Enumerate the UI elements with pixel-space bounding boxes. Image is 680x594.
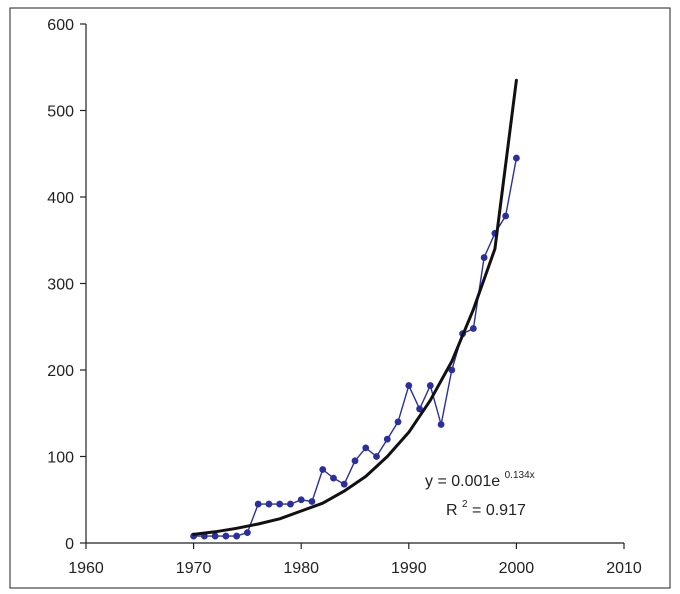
observed-data-point <box>276 500 284 508</box>
equation-exponent: 0.134x <box>505 470 535 481</box>
observed-data-point <box>265 500 273 508</box>
r-squared-label: R <box>446 502 458 519</box>
observed-data-point <box>416 405 423 413</box>
observed-data-point <box>297 496 305 504</box>
x-tick-label: 2000 <box>499 560 535 577</box>
r-squared-value: = 0.917 <box>472 502 526 519</box>
observed-data-point <box>254 500 262 508</box>
observed-data-point <box>394 418 402 426</box>
observed-data-point <box>448 366 456 374</box>
observed-data-point <box>244 529 251 537</box>
x-tick-label: 1960 <box>68 560 104 577</box>
observed-data-point <box>340 480 348 488</box>
y-tick-label: 0 <box>65 536 74 553</box>
observed-data-point <box>513 154 520 162</box>
observed-data-point <box>383 435 391 443</box>
y-tick-label: 600 <box>47 17 74 34</box>
x-tick-label: 1970 <box>176 560 212 577</box>
observed-data-point <box>222 532 230 540</box>
x-axis-ticks: 1960 1970 1980 1990 2000 2010 <box>68 543 642 577</box>
y-tick-label: 300 <box>47 277 74 294</box>
r-squared-text: R 2 = 0.917 <box>446 494 526 519</box>
observed-data-point <box>426 382 434 389</box>
observed-data-point <box>405 382 413 389</box>
equation-main: y = 0.001e <box>425 473 500 490</box>
equation-text: y = 0.001e 0.134x <box>425 470 535 490</box>
observed-data-point <box>330 474 337 482</box>
r-squared-exponent: 2 <box>462 499 468 510</box>
trendline-equation: y = 0.001e 0.134x R 2 = 0.917 <box>425 470 535 519</box>
observed-data-point <box>351 457 359 465</box>
observed-data-point <box>211 532 219 540</box>
y-tick-label: 500 <box>47 104 74 121</box>
observed-data-point <box>480 254 488 261</box>
observed-data-point <box>287 500 294 508</box>
exponential-trendline <box>192 78 518 536</box>
observed-data-point <box>469 325 477 332</box>
y-tick-label: 100 <box>47 450 74 467</box>
observed-data-point <box>319 466 327 473</box>
x-tick-label: 2010 <box>606 560 642 577</box>
chart-frame <box>9 7 671 589</box>
observed-data-point <box>373 453 380 460</box>
observed-data-point <box>502 212 510 220</box>
x-tick-label: 1980 <box>283 560 319 577</box>
observed-data-point <box>308 498 316 505</box>
plot-area <box>190 78 520 540</box>
observed-data-point <box>437 421 445 428</box>
observed-data-point <box>233 532 241 540</box>
axes: 1960 1970 1980 1990 2000 2010 0 100 200 300 400 50… <box>47 17 642 577</box>
y-axis-ticks: 0 100 200 300 400 500 600 <box>47 17 86 553</box>
y-tick-label: 200 <box>47 363 74 380</box>
y-tick-label: 400 <box>47 190 74 207</box>
observed-data-point <box>362 444 370 452</box>
x-tick-label: 1990 <box>391 560 427 577</box>
